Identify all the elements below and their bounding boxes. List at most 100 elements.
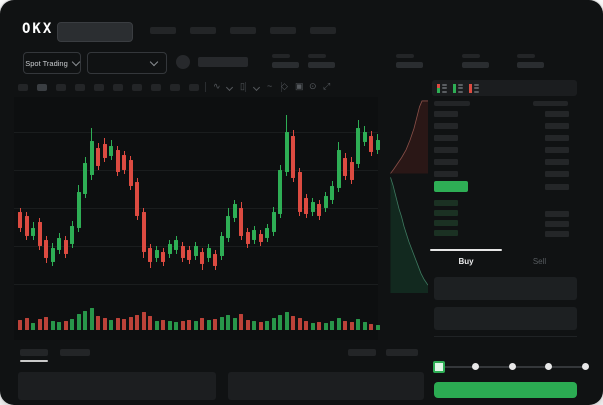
nav-item-placeholder[interactable] — [190, 27, 216, 34]
timeframe-button[interactable] — [37, 84, 47, 91]
bid-amount-placeholder[interactable] — [545, 221, 569, 227]
bid-amount-placeholder[interactable] — [545, 211, 569, 217]
stat-label-placeholder — [396, 54, 414, 58]
volume-bar — [265, 321, 269, 330]
ask-amount-placeholder[interactable] — [545, 135, 569, 141]
orderbook-combined-icon[interactable] — [437, 83, 448, 94]
price-input[interactable] — [434, 277, 577, 300]
slider-dot[interactable] — [582, 363, 589, 370]
candle — [317, 204, 321, 216]
chart-gridline — [14, 208, 378, 209]
timeframe-button[interactable] — [18, 84, 28, 91]
nav-item-placeholder[interactable] — [310, 27, 336, 34]
tab-buy[interactable]: Buy — [430, 251, 502, 271]
timeframe-button[interactable] — [151, 84, 161, 91]
timeframe-button[interactable] — [132, 84, 142, 91]
ask-price-placeholder[interactable] — [434, 171, 458, 177]
timeframe-button[interactable] — [170, 84, 180, 91]
ask-price-placeholder[interactable] — [434, 111, 458, 117]
draw-tool-icon[interactable]: ◇ — [281, 81, 288, 91]
volume-bar — [291, 316, 295, 330]
candle — [24, 216, 29, 236]
volume-bar — [135, 315, 139, 330]
ask-amount-placeholder[interactable] — [545, 171, 569, 177]
market-type-dropdown[interactable]: Spot Trading — [23, 52, 81, 74]
buy-submit-button[interactable] — [434, 382, 577, 398]
candle-style-icon[interactable]: ▯ — [240, 81, 245, 91]
fullscreen-icon[interactable]: ⤢ — [323, 81, 331, 91]
candle — [115, 150, 120, 172]
volume-bar — [271, 318, 276, 330]
ask-price-placeholder[interactable] — [434, 159, 458, 165]
depth-chart[interactable] — [378, 97, 428, 293]
bottom-action-right[interactable] — [386, 349, 418, 356]
volume-bar — [219, 317, 224, 330]
orderbook-asks-icon[interactable] — [469, 83, 480, 94]
bid-price-placeholder[interactable] — [434, 220, 458, 226]
candle — [330, 186, 334, 200]
bottom-action-left[interactable] — [348, 349, 376, 356]
ask-amount-placeholder[interactable] — [545, 147, 569, 153]
bid-price-placeholder[interactable] — [434, 230, 458, 236]
settings-icon[interactable]: ⊙ — [309, 81, 317, 91]
timeframe-button[interactable] — [94, 84, 104, 91]
candle — [167, 244, 172, 254]
stat-label-placeholder — [517, 54, 535, 58]
bottom-tab-orders[interactable] — [20, 349, 48, 356]
camera-icon[interactable]: ▣ — [295, 81, 304, 91]
bid-price-placeholder[interactable] — [434, 210, 458, 216]
ask-amount-placeholder[interactable] — [545, 111, 569, 117]
volume-bar — [148, 316, 152, 330]
slider-dot[interactable] — [545, 363, 552, 370]
timeframe-button[interactable] — [75, 84, 85, 91]
candle — [154, 250, 159, 258]
okx-logo[interactable]: OKX — [22, 21, 54, 37]
candle — [141, 212, 146, 252]
candle — [258, 234, 263, 242]
line-tool-icon[interactable]: ~ — [267, 81, 273, 91]
stat-value-placeholder — [272, 62, 299, 68]
timeframe-button[interactable] — [56, 84, 66, 91]
bottom-tab-history[interactable] — [60, 349, 90, 356]
volume-bar — [323, 323, 328, 330]
volume-bar — [200, 318, 204, 330]
candle — [31, 228, 35, 236]
orderbook-bids-icon[interactable] — [453, 83, 464, 94]
tab-sell[interactable]: Sell — [502, 251, 577, 271]
timeframe-button[interactable] — [189, 84, 199, 91]
indicator-icon[interactable]: ∿ — [213, 81, 221, 91]
ask-price-placeholder[interactable] — [434, 147, 458, 153]
bid-amount-placeholder[interactable] — [545, 231, 569, 237]
candle — [245, 232, 250, 244]
ask-price-placeholder[interactable] — [434, 135, 458, 141]
amount-input[interactable] — [434, 307, 577, 330]
volume-bar — [356, 319, 360, 330]
slider-dot[interactable] — [509, 363, 516, 370]
volume-bar — [369, 324, 373, 330]
candle — [63, 240, 68, 254]
slider-handle[interactable] — [433, 361, 445, 373]
volume-bar — [63, 321, 68, 330]
candle — [18, 212, 22, 228]
ask-amount-placeholder[interactable] — [545, 159, 569, 165]
nav-item-placeholder[interactable] — [150, 27, 176, 34]
orderbook-mode-bar — [432, 80, 577, 96]
nav-item-placeholder[interactable] — [230, 27, 256, 34]
bid-price-placeholder[interactable] — [434, 200, 458, 206]
search-input[interactable] — [57, 22, 133, 42]
candle — [193, 246, 198, 256]
candlestick-chart[interactable] — [14, 97, 380, 340]
orderbook-last-price[interactable] — [434, 181, 468, 192]
ask-amount-placeholder[interactable] — [545, 123, 569, 129]
pair-selector-dropdown[interactable] — [87, 52, 167, 74]
nav-item-placeholder[interactable] — [270, 27, 296, 34]
volume-bar — [330, 321, 334, 330]
ask-price-placeholder[interactable] — [434, 123, 458, 129]
candle — [102, 144, 107, 158]
volume-bar — [180, 321, 185, 330]
volume-bar — [213, 319, 217, 330]
slider-dot[interactable] — [472, 363, 479, 370]
candle — [356, 128, 360, 164]
volume-bar — [83, 311, 87, 330]
timeframe-button[interactable] — [113, 84, 123, 91]
